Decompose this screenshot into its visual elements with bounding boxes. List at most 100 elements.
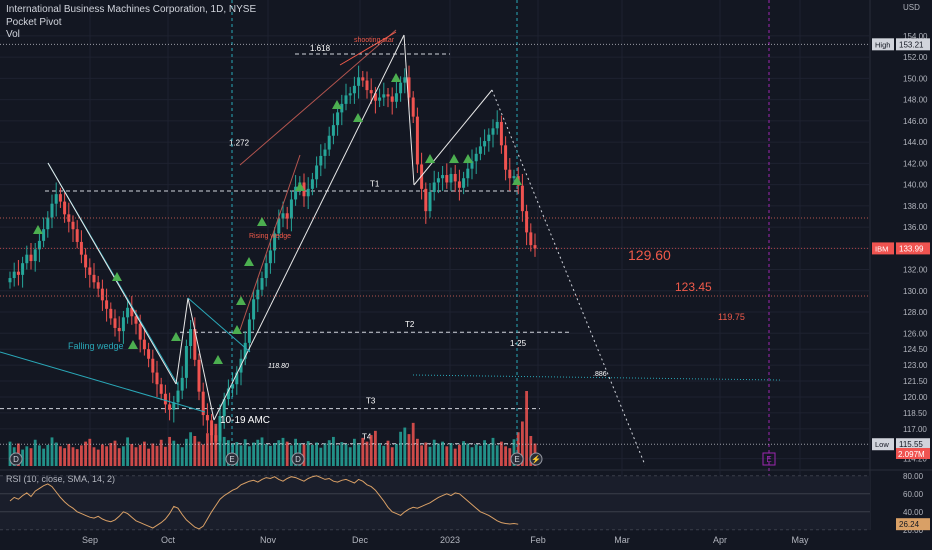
volume-bar	[29, 448, 33, 466]
last-price-value-box	[896, 242, 930, 255]
volume-bar	[138, 444, 142, 466]
candle-body	[193, 329, 197, 360]
volume-bar	[470, 447, 474, 466]
candle-body	[126, 307, 130, 318]
level-label: 1.618	[310, 44, 331, 53]
candle-body	[512, 176, 516, 179]
dividend-badge-2	[291, 452, 305, 466]
volume-bar	[210, 434, 213, 466]
candle-body	[508, 169, 512, 179]
volume-bar	[344, 443, 348, 466]
pocket-pivot-label[interactable]: Pocket Pivot	[6, 17, 62, 28]
volume-bar	[25, 446, 29, 466]
candle-body	[226, 388, 230, 400]
volume-bar	[269, 445, 272, 466]
candle-body	[218, 416, 222, 442]
candle-body	[84, 254, 88, 268]
low-value-box	[896, 438, 930, 451]
price-tick-label: 114.20	[903, 455, 927, 464]
pocket-pivot-triangle	[391, 73, 401, 82]
rsi-value-box	[896, 518, 930, 531]
volume-bar	[176, 443, 180, 466]
target-886-line	[412, 374, 781, 381]
candle-body	[54, 194, 58, 204]
time-tick-label: 2023	[440, 535, 460, 545]
rsi-label: RSI (10, close, SMA, 14, 2)	[6, 474, 115, 484]
volume-bar	[101, 444, 104, 466]
volume-bar	[189, 432, 192, 466]
volume-bar	[260, 437, 264, 466]
volume-bar	[109, 443, 113, 466]
volume-bar	[256, 439, 260, 466]
candle-body	[29, 254, 33, 262]
candle-body	[214, 435, 218, 442]
candle-body	[533, 245, 537, 249]
volume-bar	[96, 449, 100, 466]
volume-bar	[8, 441, 12, 466]
volume-bar	[487, 443, 491, 466]
pocket-pivot-triangle	[213, 355, 223, 364]
drop-leg	[403, 34, 415, 186]
shooting-star-line	[339, 31, 397, 66]
time-tick-label: Mar	[614, 535, 630, 545]
future-earnings-badge	[762, 452, 776, 466]
rising-leg	[213, 34, 405, 421]
volume-bar	[319, 447, 323, 466]
target-3-label: 119.75	[718, 312, 745, 322]
time-tick-label: Oct	[161, 535, 176, 545]
low-value: 115.55	[899, 440, 923, 449]
last-price-tag-label: IBM	[875, 244, 888, 253]
shooting-star-label: shooting star	[354, 37, 395, 44]
candle-body	[168, 404, 172, 410]
volume-bar	[71, 447, 75, 466]
rsi-band	[0, 475, 870, 530]
candle-body	[277, 218, 281, 234]
volume-bar	[441, 441, 444, 466]
price-tick-label: 132.00	[903, 266, 928, 275]
price-tick-label: 118.50	[903, 409, 927, 418]
candle-body	[176, 390, 180, 403]
candle-body	[310, 179, 314, 189]
volume-bar	[311, 444, 314, 466]
candle-body	[495, 121, 499, 129]
volume-bar	[474, 444, 478, 466]
volume-bar	[395, 443, 398, 466]
volume-bar	[277, 440, 281, 466]
volume-bar	[264, 443, 268, 466]
volume-bar	[432, 439, 436, 466]
candle-body	[294, 186, 298, 200]
candle-body	[37, 240, 41, 250]
price-tick-label: 124.50	[903, 345, 928, 354]
candle-body	[121, 317, 125, 332]
candle-body	[75, 229, 79, 242]
volume-bar	[46, 444, 50, 466]
volume-bar	[353, 438, 356, 466]
candle-body	[340, 103, 344, 113]
candle-body	[105, 300, 109, 309]
volume-bar	[21, 449, 24, 466]
volume-bar	[193, 436, 197, 466]
volume-value: 2.097M	[898, 450, 925, 459]
volume-bar	[113, 440, 117, 466]
candle-body	[478, 146, 482, 154]
pocket-pivot-triangle	[112, 272, 122, 281]
price-tick-label: 140.00	[903, 181, 928, 190]
candle-body	[25, 254, 29, 264]
candle-body	[33, 249, 37, 262]
price-axis: 154.00 152.00 150.00 148.00 146.00 144.00 142.…	[0, 3, 930, 464]
volume-bar	[294, 438, 297, 466]
volume-bar	[378, 443, 381, 466]
volume-label[interactable]: Vol	[6, 29, 20, 40]
candle-body	[142, 339, 146, 350]
price-tick-label: 154.00	[903, 32, 928, 41]
candle-body	[453, 173, 457, 182]
candle-body	[436, 178, 440, 183]
volume-bar	[75, 449, 79, 466]
earnings-badge-1-letter: E	[229, 455, 234, 464]
news-badge-letter: ⚡	[531, 454, 541, 464]
pocket-pivot-triangle	[33, 225, 43, 234]
candle-body	[483, 141, 487, 147]
candle-body	[71, 221, 75, 230]
time-axis: Sep Oct Nov Dec 2023 Feb Mar Apr May	[82, 535, 809, 545]
